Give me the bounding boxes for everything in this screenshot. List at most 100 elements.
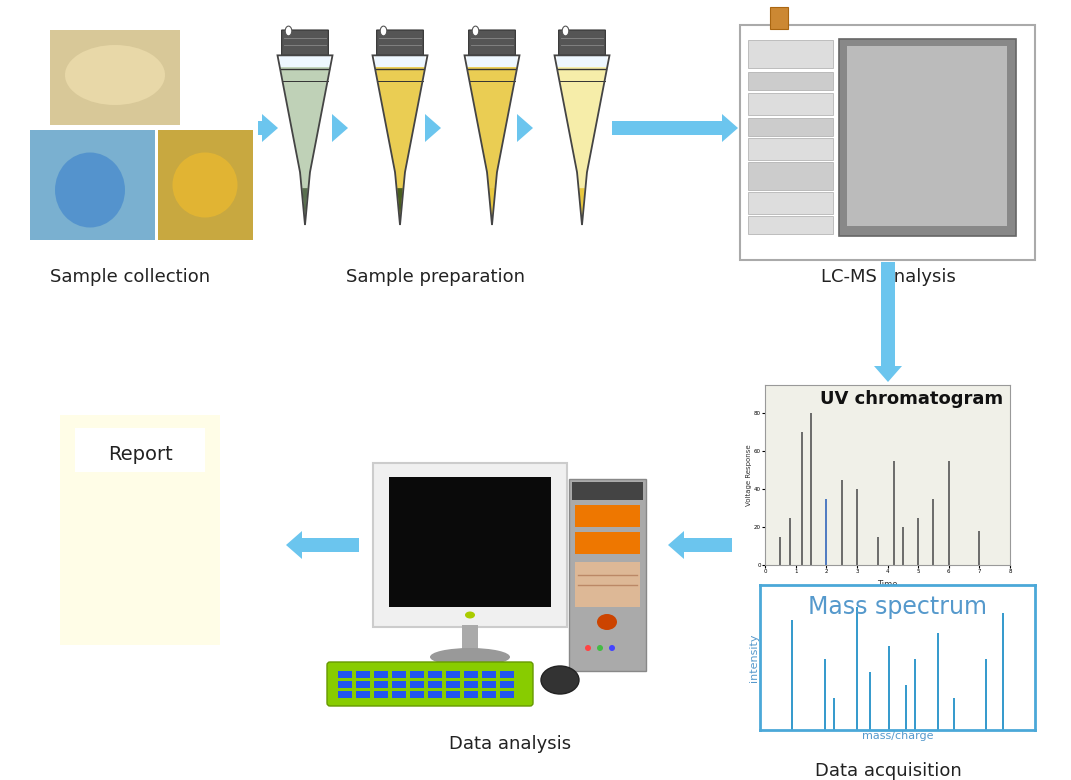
Bar bbox=[500, 681, 514, 688]
X-axis label: mass/charge: mass/charge bbox=[862, 732, 933, 741]
FancyBboxPatch shape bbox=[327, 662, 533, 706]
Polygon shape bbox=[282, 30, 329, 55]
Polygon shape bbox=[262, 114, 278, 142]
Polygon shape bbox=[668, 531, 684, 559]
Bar bbox=[446, 691, 461, 698]
Text: LC-MS analysis: LC-MS analysis bbox=[820, 268, 955, 286]
Bar bbox=[575, 562, 640, 607]
Bar bbox=[338, 681, 352, 688]
Text: Data analysis: Data analysis bbox=[449, 735, 571, 753]
Bar bbox=[881, 262, 895, 366]
Bar bbox=[500, 671, 514, 678]
Bar bbox=[30, 130, 155, 240]
Bar bbox=[410, 691, 424, 698]
Bar bbox=[482, 691, 496, 698]
Polygon shape bbox=[302, 188, 307, 220]
Polygon shape bbox=[377, 30, 423, 55]
Bar bbox=[748, 192, 833, 214]
Polygon shape bbox=[489, 188, 495, 220]
Bar bbox=[75, 428, 205, 472]
Ellipse shape bbox=[429, 648, 510, 666]
Bar bbox=[410, 681, 424, 688]
Bar bbox=[748, 162, 833, 190]
Text: Data acquisition: Data acquisition bbox=[815, 762, 962, 780]
Ellipse shape bbox=[472, 26, 479, 36]
Bar bbox=[462, 625, 478, 650]
Text: Sample preparation: Sample preparation bbox=[346, 268, 525, 286]
Bar bbox=[392, 681, 406, 688]
Bar bbox=[338, 671, 352, 678]
Ellipse shape bbox=[285, 26, 291, 36]
Bar bbox=[612, 121, 722, 135]
Ellipse shape bbox=[562, 26, 569, 36]
Bar bbox=[60, 415, 220, 645]
Bar bbox=[374, 691, 388, 698]
Polygon shape bbox=[281, 67, 330, 220]
Bar bbox=[770, 7, 788, 29]
Bar bbox=[748, 93, 833, 115]
Bar bbox=[748, 40, 833, 68]
Bar bbox=[748, 138, 833, 160]
Y-axis label: intensity: intensity bbox=[749, 633, 758, 682]
Polygon shape bbox=[722, 114, 738, 142]
Polygon shape bbox=[559, 30, 605, 55]
Ellipse shape bbox=[55, 153, 125, 228]
Text: Sample collection: Sample collection bbox=[50, 268, 210, 286]
Bar bbox=[482, 671, 496, 678]
Bar bbox=[374, 681, 388, 688]
Text: Report: Report bbox=[107, 445, 172, 465]
Bar bbox=[464, 691, 478, 698]
Bar bbox=[572, 482, 643, 500]
FancyBboxPatch shape bbox=[839, 39, 1016, 236]
Bar bbox=[50, 30, 180, 125]
Ellipse shape bbox=[585, 645, 591, 651]
Polygon shape bbox=[874, 366, 902, 382]
Y-axis label: Voltage Response: Voltage Response bbox=[746, 444, 753, 505]
Bar bbox=[748, 216, 833, 234]
Ellipse shape bbox=[65, 45, 165, 105]
Bar bbox=[428, 691, 442, 698]
FancyBboxPatch shape bbox=[847, 46, 1007, 226]
Polygon shape bbox=[397, 188, 403, 220]
Bar bbox=[500, 691, 514, 698]
Ellipse shape bbox=[597, 645, 603, 651]
Polygon shape bbox=[467, 56, 516, 67]
Bar bbox=[446, 671, 461, 678]
Polygon shape bbox=[467, 67, 516, 220]
Polygon shape bbox=[557, 56, 607, 67]
Bar bbox=[258, 121, 262, 135]
Ellipse shape bbox=[380, 26, 387, 36]
Bar bbox=[392, 671, 406, 678]
Polygon shape bbox=[281, 56, 330, 67]
Polygon shape bbox=[332, 114, 348, 142]
Polygon shape bbox=[425, 114, 441, 142]
Ellipse shape bbox=[609, 645, 615, 651]
Bar bbox=[482, 681, 496, 688]
Polygon shape bbox=[557, 67, 607, 220]
Ellipse shape bbox=[172, 153, 238, 218]
Text: Mass spectrum: Mass spectrum bbox=[808, 595, 987, 619]
Bar bbox=[464, 671, 478, 678]
Bar bbox=[446, 681, 461, 688]
Bar bbox=[464, 681, 478, 688]
Bar bbox=[748, 72, 833, 90]
X-axis label: Time: Time bbox=[877, 580, 897, 589]
Polygon shape bbox=[375, 67, 425, 220]
Ellipse shape bbox=[541, 666, 579, 694]
Bar bbox=[356, 681, 369, 688]
Bar bbox=[428, 671, 442, 678]
Bar bbox=[356, 691, 369, 698]
Polygon shape bbox=[517, 114, 533, 142]
FancyBboxPatch shape bbox=[569, 479, 646, 671]
Bar bbox=[410, 671, 424, 678]
Bar bbox=[575, 505, 640, 527]
Bar bbox=[575, 532, 640, 554]
Bar bbox=[748, 118, 833, 136]
Bar bbox=[338, 691, 352, 698]
Bar bbox=[740, 25, 1035, 260]
Ellipse shape bbox=[465, 612, 476, 619]
Ellipse shape bbox=[597, 614, 617, 630]
Bar bbox=[684, 538, 731, 552]
Text: UV chromatogram: UV chromatogram bbox=[819, 391, 1002, 409]
Polygon shape bbox=[286, 531, 302, 559]
